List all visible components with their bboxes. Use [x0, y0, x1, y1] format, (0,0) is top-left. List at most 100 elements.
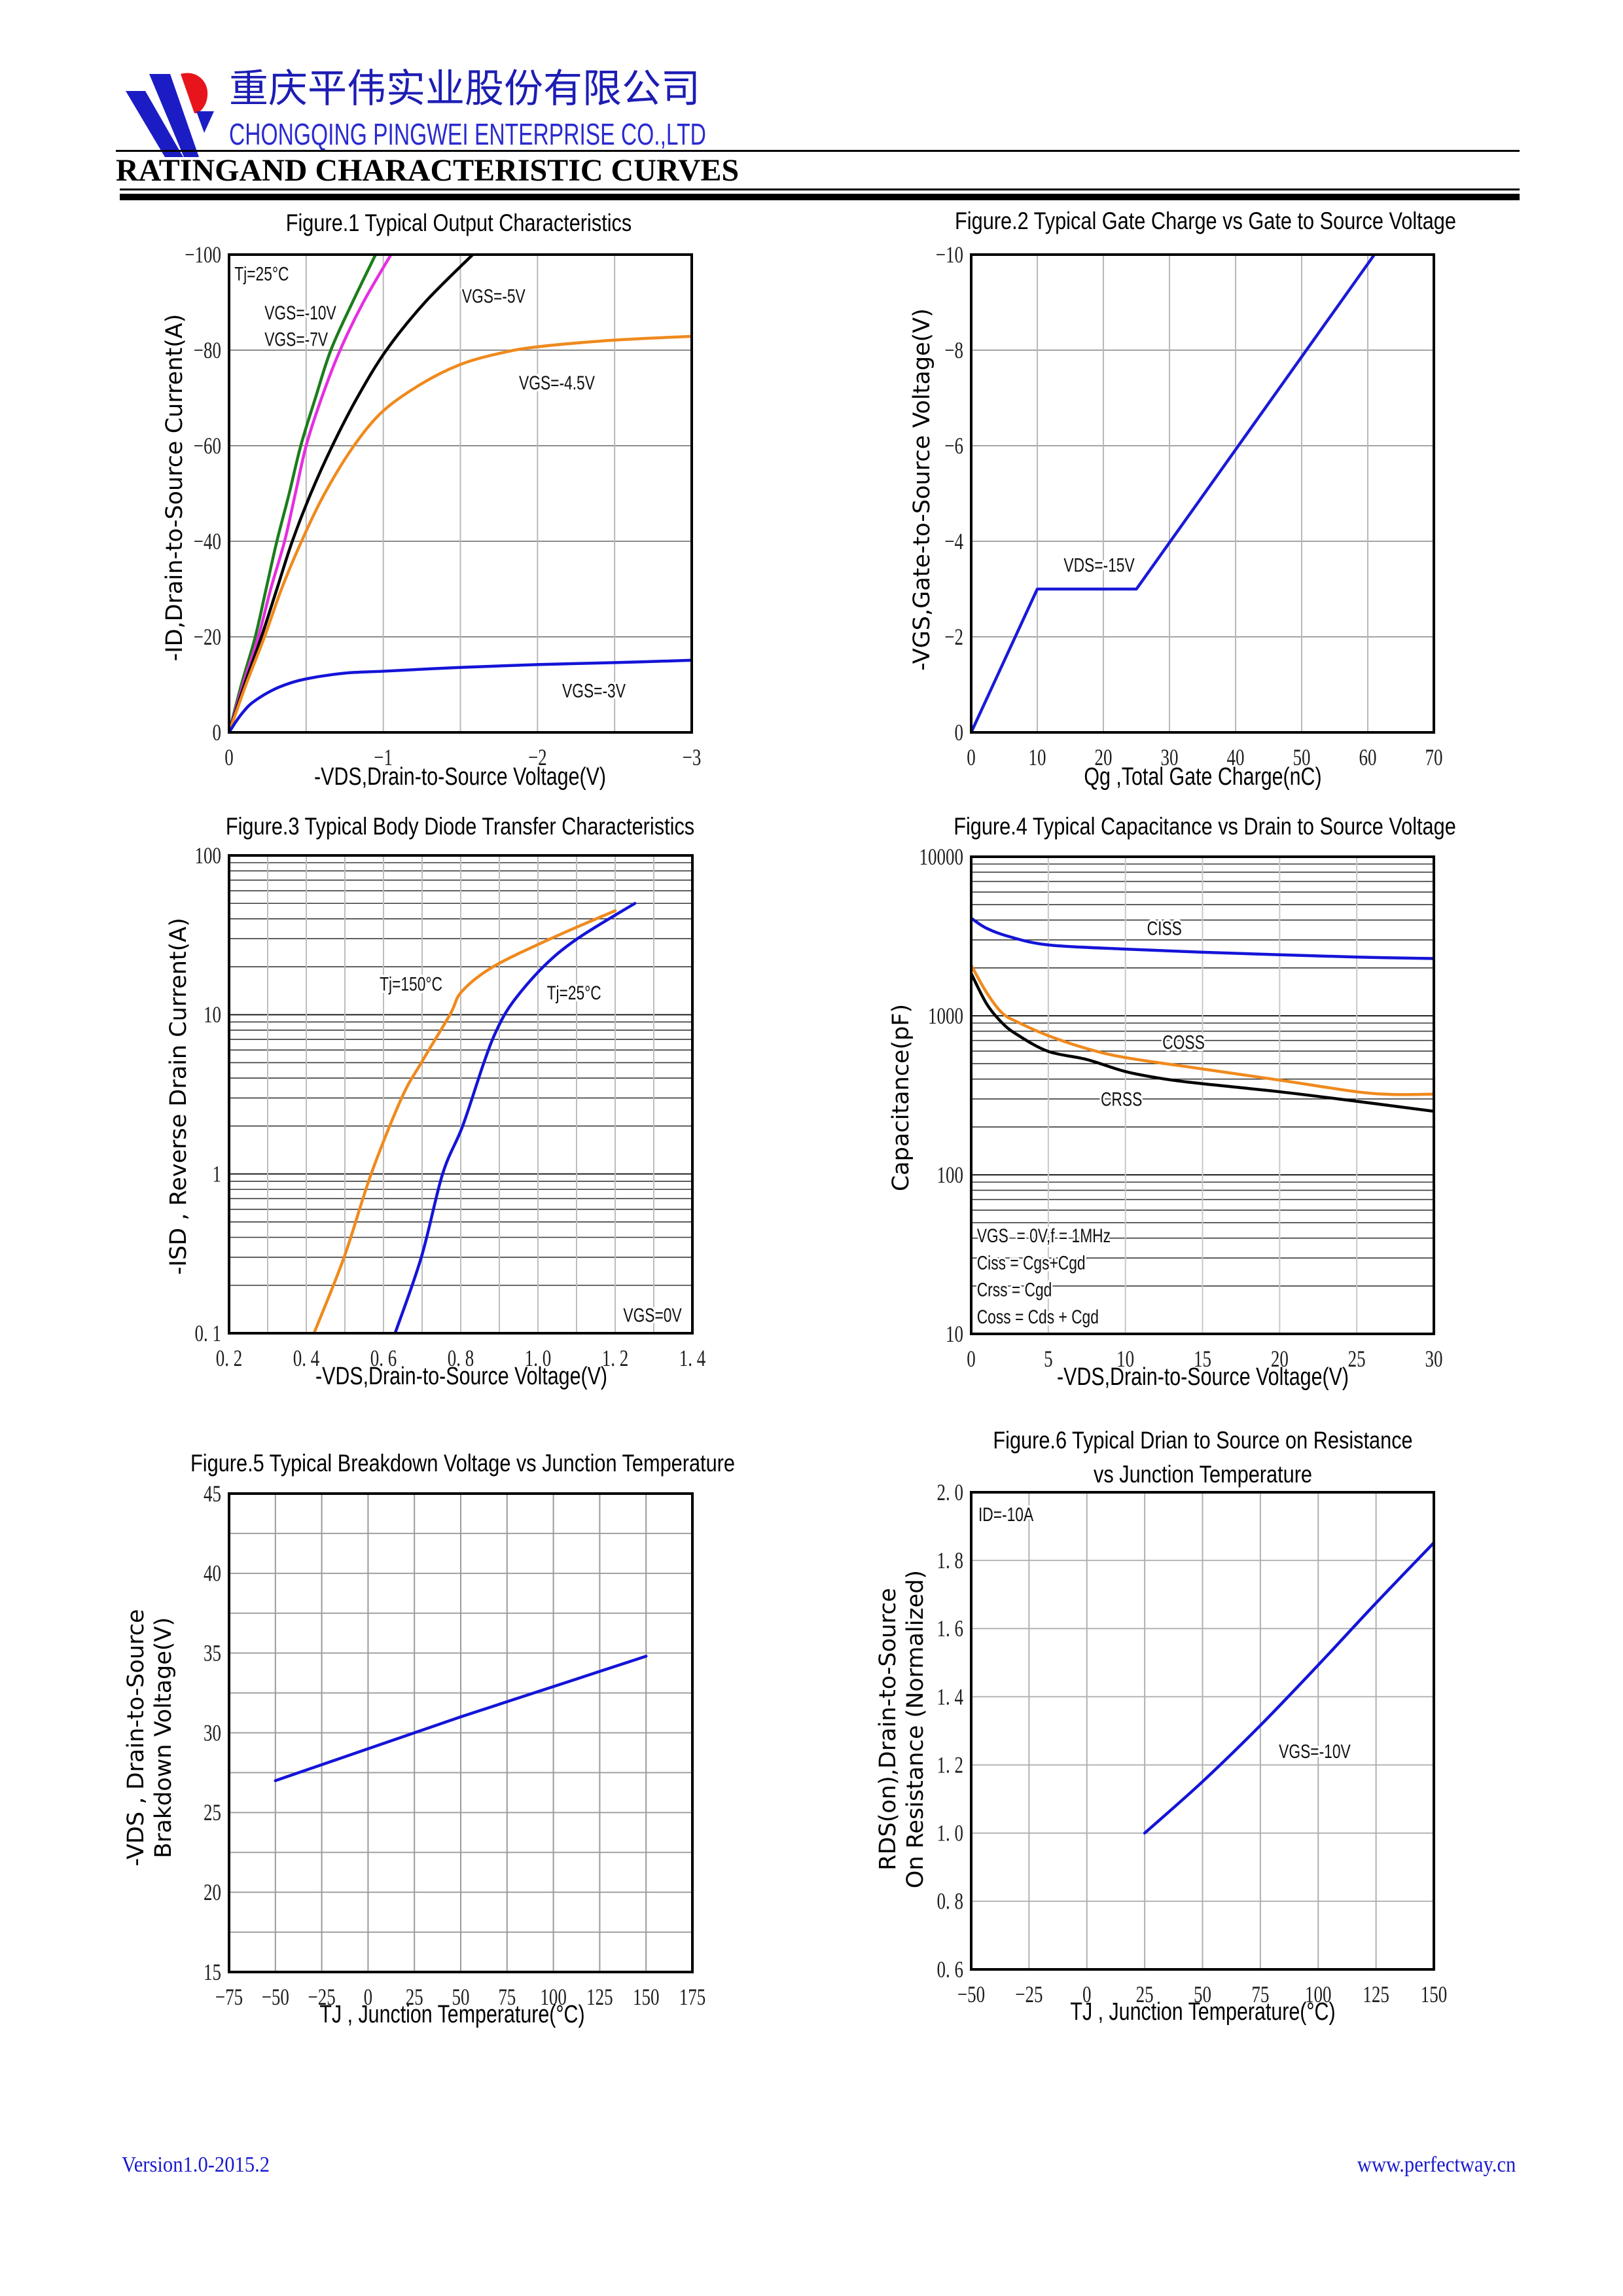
series-line-crss	[971, 972, 1434, 1113]
version-label: Version1.0-2015.2	[122, 2153, 270, 2177]
series-line-vgs-4-5v	[229, 334, 692, 732]
y-tick-label: 0. 6	[937, 1956, 963, 1982]
x-tick-label: 50	[1293, 744, 1311, 770]
y-axis-label: Capacitance(pF)	[888, 1003, 914, 1192]
y-tick-label: 45	[204, 1480, 221, 1507]
x-tick-label: 100	[540, 1984, 566, 2010]
series-line-vgs-5v	[229, 255, 474, 732]
x-tick-label: 1. 2	[602, 1345, 628, 1371]
x-tick-label: 50	[1194, 1981, 1211, 2007]
y-tick-label: 0	[955, 719, 963, 745]
y-tick-label: −80	[194, 337, 221, 363]
x-tick-label: 0. 4	[293, 1345, 320, 1371]
plot-frame	[970, 253, 1435, 734]
x-tick-label: 20	[1095, 744, 1113, 770]
x-tick-label: 10	[1116, 1346, 1134, 1372]
x-tick-label: −25	[1015, 1981, 1043, 2007]
y-tick-label: 1000	[928, 1003, 963, 1029]
annotation-text: VGS = 0V,f = 1MHz	[977, 1225, 1111, 1247]
series-group	[971, 916, 1434, 1113]
plot-area: −50 −25 0 25 50 75 100 125 150 0. 6 0. 8 1. 0 1. 2 1.…	[937, 1479, 1448, 2007]
series-label: VGS=-10V	[264, 302, 336, 324]
figure-3-plot: 0. 2 0. 4 0. 6 0. 8 1. 0 1. 2 1. 4 0. 1 1 10 100 VG…	[195, 842, 706, 1371]
plot-frame	[228, 854, 694, 1335]
figure-4-plot: 0 5 10 15 20 25 30 10 100 1000 10000 VGS = 0V,f = 1…	[919, 844, 1443, 1372]
series-label: VGS=-4.5V	[519, 372, 595, 394]
x-tick-label: 0. 6	[370, 1345, 397, 1371]
y-tick-label: −10	[936, 242, 963, 268]
plot-area: 0 5 10 15 20 25 30 10 100 1000 10000 VGS = 0V,f = 1…	[919, 844, 1443, 1372]
plot-area: 0 −1 −2 −3 0 −20 −40 −60 −80 −100 Tj=25°C VGS=-10V V…	[185, 242, 701, 770]
y-tick-label: −8	[944, 337, 963, 363]
y-tick-label: 10	[946, 1321, 963, 1347]
website-link[interactable]: www.perfectway.cn	[1357, 2153, 1516, 2177]
x-tick-label: 50	[452, 1984, 470, 2010]
x-tick-label: −2	[528, 744, 547, 770]
series-label: Tj=25°C	[547, 982, 601, 1004]
x-tick-label: 0. 2	[216, 1345, 242, 1371]
figure-2-plot: 0 10 20 30 40 50 60 70 0 −2 −4 −6 −8 −10 VDS=-15V	[936, 242, 1443, 770]
y-tick-label: 0	[213, 719, 221, 745]
x-tick-label: 175	[679, 1984, 705, 2010]
x-tick-label: 0	[224, 744, 233, 770]
series-line-coss	[971, 963, 1434, 1096]
series-line-vgs-10v	[229, 255, 378, 732]
series-label: VDS=-15V	[1063, 554, 1134, 577]
x-tick-label: 150	[633, 1984, 659, 2010]
company-logo	[126, 73, 214, 157]
x-tick-label: 30	[1161, 744, 1179, 770]
figure-1-plot: 0 −1 −2 −3 0 −20 −40 −60 −80 −100 Tj=25°C VGS=-10V V…	[185, 242, 701, 770]
series-group	[1143, 1541, 1434, 1835]
y-tick-label: 20	[204, 1879, 221, 1905]
y-tick-label: 1. 2	[937, 1752, 963, 1778]
title-rule-thick	[120, 194, 1520, 200]
annotation-text: Crss = Cgd	[977, 1278, 1052, 1300]
series-group	[312, 902, 637, 1333]
logo-bar-left	[126, 91, 183, 157]
x-tick-label: −50	[957, 1981, 985, 2007]
y-tick-label: 1. 0	[937, 1820, 963, 1846]
series-group	[229, 255, 692, 732]
x-tick-label: 15	[1194, 1346, 1211, 1372]
series-group	[971, 255, 1376, 732]
series-label: COSS	[1162, 1031, 1205, 1054]
y-tick-label: 0. 1	[195, 1320, 221, 1346]
plot-area: −75 −50 −25 0 25 50 75 100 125 150 175 15 20 25 30 35 40…	[204, 1480, 705, 2010]
y-axis-label: -ISD , Reverse Drain Current(A)	[166, 918, 192, 1275]
x-tick-label: 60	[1359, 744, 1377, 770]
x-tick-label: −3	[683, 744, 702, 770]
x-tick-label: 25	[1136, 1981, 1154, 2007]
series-line-vds-15v	[971, 255, 1376, 732]
plot-frame	[228, 253, 693, 734]
y-tick-label: 1	[213, 1161, 221, 1187]
x-tick-label: 0	[364, 1984, 372, 2010]
y-tick-label: 10	[204, 1002, 221, 1028]
series-label: Tj=150°C	[380, 973, 442, 995]
x-tick-label: 25	[406, 1984, 423, 2010]
y-tick-label: −2	[944, 624, 963, 650]
plot-background	[971, 255, 1434, 732]
y-tick-label: 15	[204, 1959, 221, 1985]
x-tick-label: 1. 4	[679, 1345, 706, 1371]
title-rule-thin	[120, 188, 1520, 190]
series-line-vgs-10v	[1143, 1541, 1434, 1835]
y-axis-label: -VGS,Gate-to-Source Voltage(V)	[909, 308, 935, 671]
x-tick-label: 1. 0	[525, 1345, 551, 1371]
figure-5-plot: −75 −50 −25 0 25 50 75 100 125 150 175 15 20 25 30 35 40…	[204, 1480, 705, 2010]
annotation-text: Coss = Cds + Cgd	[977, 1306, 1099, 1328]
y-tick-label: −60	[194, 433, 221, 459]
series-label: VGS=-10V	[1279, 1740, 1351, 1763]
x-tick-label: 0	[1082, 1981, 1091, 2007]
x-tick-label: 100	[1305, 1981, 1331, 2007]
x-tick-label: 25	[1348, 1346, 1366, 1372]
company-name-english: CHONGQING PINGWEI ENTERPRISE CO.,LTD	[229, 117, 706, 151]
y-tick-label: −100	[185, 242, 221, 268]
x-tick-label: 40	[1227, 744, 1245, 770]
annotation-text: Tj=25°C	[234, 262, 289, 285]
figure-title-line-1: Figure.6 Typical Drian to Source on Resi…	[993, 1427, 1413, 1454]
page-title: RATINGAND CHARACTERISTIC CURVES	[116, 153, 740, 188]
x-tick-label: 75	[498, 1984, 516, 2010]
x-axis-label: -VDS,Drain-to-Source Voltage(V)	[315, 1363, 608, 1390]
annotation-text: VGS=0V	[623, 1304, 681, 1326]
